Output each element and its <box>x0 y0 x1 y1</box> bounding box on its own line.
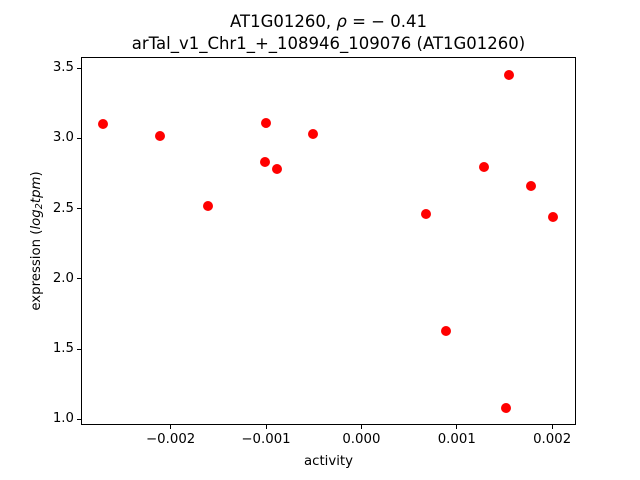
data-point <box>202 200 213 211</box>
data-point <box>526 181 537 192</box>
plot-layers: expression (log2tpm) activity −0.002 −0.0… <box>29 57 576 469</box>
data-point <box>260 157 271 168</box>
plot-area <box>81 57 576 425</box>
y-tick-mark <box>77 348 81 350</box>
y-tick-label: 2.0 <box>52 270 74 286</box>
x-tick-label: 0.001 <box>437 432 476 447</box>
data-point <box>97 119 108 130</box>
x-tick-label: −0.002 <box>146 432 196 447</box>
x-tick-mark <box>170 425 172 429</box>
y-axis-label-tpm: tpm <box>28 176 44 204</box>
x-tick-mark <box>265 425 267 429</box>
chart-title-rho-value: = − 0.41 <box>346 12 427 31</box>
y-tick-label: 1.5 <box>52 341 74 357</box>
y-tick-mark <box>77 67 81 69</box>
data-point <box>421 209 432 220</box>
x-tick-label: 0.000 <box>342 432 381 447</box>
data-point <box>441 325 452 336</box>
data-point <box>504 70 515 81</box>
y-axis-label-close: ) <box>28 171 44 177</box>
y-tick-mark <box>77 137 81 139</box>
y-tick-mark <box>77 208 81 210</box>
chart-title: AT1G01260, ρ = − 0.41 <box>81 11 576 33</box>
data-point <box>548 212 559 223</box>
chart-subtitle: arTal_v1_Chr1_+_108946_109076 (AT1G01260… <box>131 33 526 53</box>
data-point <box>155 130 166 141</box>
y-tick-label: 3.0 <box>52 130 74 146</box>
y-tick-mark <box>77 418 81 420</box>
data-point <box>261 118 272 128</box>
x-tick-label: −0.001 <box>241 432 291 447</box>
x-tick-mark <box>360 425 362 429</box>
x-axis-label: activity <box>303 454 353 469</box>
y-tick-label: 1.0 <box>52 411 74 427</box>
data-point <box>501 403 512 414</box>
data-point <box>307 129 318 140</box>
title-block: AT1G01260, ρ = − 0.41 arTal_v1_Chr1_+_10… <box>81 11 576 54</box>
y-axis-label: expression (log2tpm) <box>29 171 45 310</box>
x-tick-label: 0.002 <box>533 432 572 447</box>
y-tick-mark <box>77 278 81 280</box>
y-tick-label: 2.5 <box>52 200 74 216</box>
data-point <box>479 161 490 172</box>
data-point <box>271 164 282 175</box>
x-tick-mark <box>551 425 553 429</box>
rho-symbol: ρ <box>336 12 347 31</box>
y-tick-label: 3.5 <box>52 60 74 76</box>
x-tick-mark <box>456 425 458 429</box>
chart-title-gene: AT1G01260, <box>230 12 337 31</box>
